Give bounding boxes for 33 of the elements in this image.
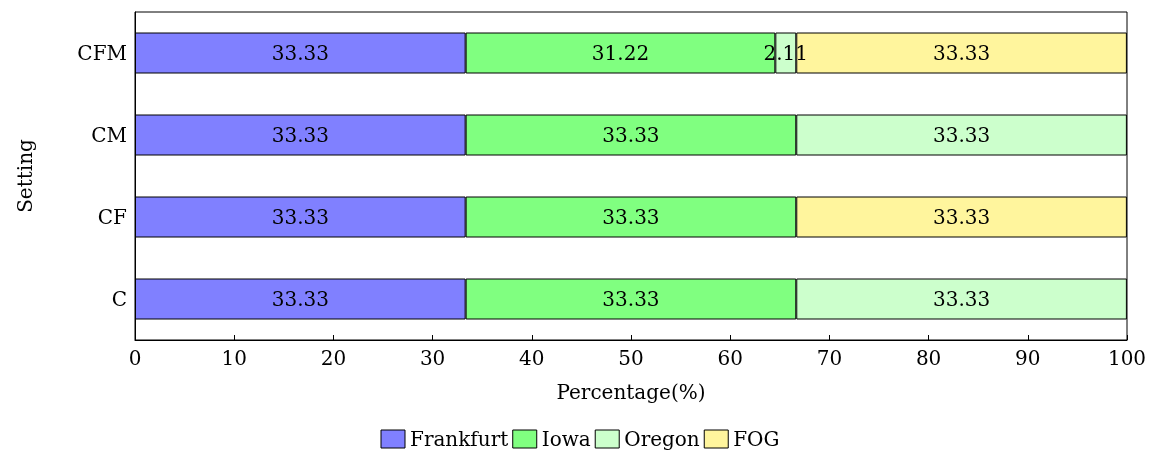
data-label: 33.33 xyxy=(602,287,660,311)
data-label: 33.33 xyxy=(271,123,329,147)
x-tick-label: 90 xyxy=(1015,346,1041,370)
y-tick-label: CF xyxy=(97,205,128,229)
data-label: 33.33 xyxy=(932,41,991,65)
y-tick-label: CM xyxy=(91,123,127,147)
x-tick-label: 50 xyxy=(618,346,644,370)
x-tick-label: 20 xyxy=(320,346,347,370)
x-tick-label: 70 xyxy=(816,346,843,370)
data-label: 33.33 xyxy=(932,123,991,147)
x-tick-label: 0 xyxy=(128,346,142,370)
x-tick-label: 60 xyxy=(717,346,743,370)
x-tick-label: 80 xyxy=(915,346,942,370)
legend-label: FOG xyxy=(733,427,780,451)
x-tick-label: 100 xyxy=(1107,346,1147,370)
legend-label: Iowa xyxy=(541,427,591,451)
x-tick-label: 40 xyxy=(519,346,545,370)
x-axis-title: Percentage(%) xyxy=(556,380,706,404)
data-label: 31.22 xyxy=(591,41,650,65)
x-tick-label: 30 xyxy=(419,346,446,370)
y-axis-title: Setting xyxy=(13,138,37,213)
data-label: 33.33 xyxy=(271,41,329,65)
data-label: 33.33 xyxy=(602,205,660,229)
data-label: 33.33 xyxy=(932,205,991,229)
y-tick-label: C xyxy=(111,287,127,311)
legend-label: Frankfurt xyxy=(410,427,509,451)
data-label: 33.33 xyxy=(271,205,329,229)
data-label: 33.33 xyxy=(271,287,329,311)
legend-label: Oregon xyxy=(624,427,700,451)
x-tick-label: 10 xyxy=(221,346,247,370)
data-label: 33.33 xyxy=(932,287,991,311)
y-tick-label: CFM xyxy=(77,41,127,65)
data-label: 33.33 xyxy=(602,123,660,147)
